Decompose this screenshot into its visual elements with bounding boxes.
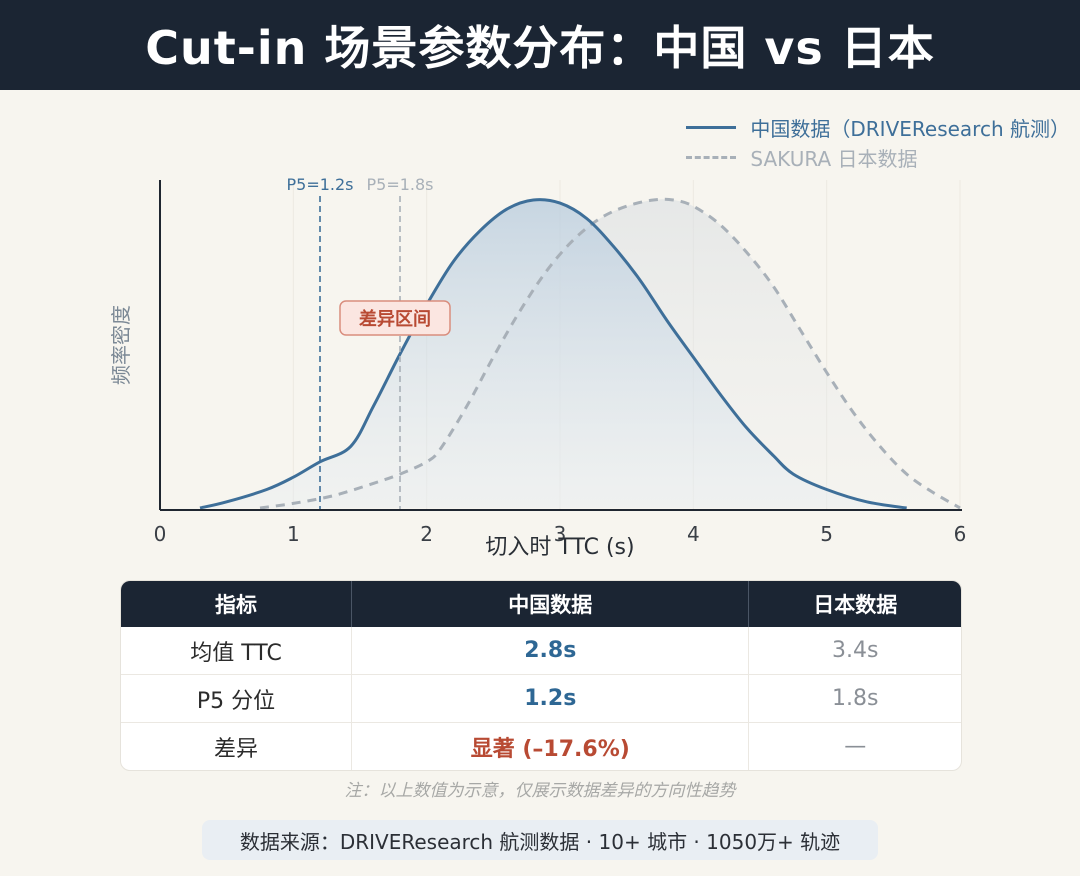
reference-line-label: P5=1.2s bbox=[286, 175, 353, 194]
table-cell-china: 显著 (–17.6%) bbox=[351, 722, 750, 770]
x-tick-label: 0 bbox=[154, 522, 167, 546]
table-cell-japan: 1.8s bbox=[748, 674, 961, 723]
table-cell-china: 2.8s bbox=[351, 627, 750, 675]
legend-swatch-japan bbox=[686, 155, 737, 159]
table-cell-metric: 差异 bbox=[121, 722, 353, 770]
x-tick-labels: 0 1 2 3 4 5 6 bbox=[154, 522, 967, 546]
x-tick-label: 1 bbox=[287, 522, 300, 546]
table-header-metric: 指标 bbox=[121, 581, 353, 627]
data-source: 数据来源：DRIVEResearch 航测数据 · 10+ 城市 · 1050万… bbox=[202, 820, 878, 860]
title-bar: Cut-in 场景参数分布：中国 vs 日本 bbox=[0, 0, 1080, 90]
x-tick-label: 4 bbox=[687, 522, 700, 546]
x-tick-label: 5 bbox=[820, 522, 833, 546]
table-cell-metric: 均值 TTC bbox=[121, 627, 353, 675]
table-header-china: 中国数据 bbox=[351, 581, 750, 627]
legend-label-china: 中国数据（DRIVEResearch 航测） bbox=[750, 116, 1070, 141]
reference-lines: P5=1.2s P5=1.8s bbox=[286, 175, 434, 510]
table-row: 差异 显著 (–17.6%) — bbox=[121, 722, 961, 770]
table-cell-metric: P5 分位 bbox=[121, 674, 353, 723]
table-cell-japan: 3.4s bbox=[831, 638, 879, 663]
table-cell-china: 1.2s bbox=[351, 674, 750, 723]
legend-item-china: 中国数据（DRIVEResearch 航测） bbox=[686, 112, 1070, 142]
y-axis-label: 频率密度 bbox=[109, 305, 133, 385]
legend-item-japan: SAKURA 日本数据 bbox=[686, 142, 1070, 172]
legend: 中国数据（DRIVEResearch 航测） SAKURA 日本数据 bbox=[686, 112, 1070, 172]
japan-series-line bbox=[259, 197, 961, 510]
x-tick-label: 3 bbox=[554, 522, 567, 546]
legend-swatch-china bbox=[686, 125, 737, 129]
difference-annotation-label: 差异区间 bbox=[359, 308, 431, 330]
page-title: Cut-in 场景参数分布：中国 vs 日本 bbox=[145, 21, 935, 75]
reference-line-label: P5=1.8s bbox=[366, 175, 433, 194]
comparison-table: 指标 中国数据 日本数据 均值 TTC 2.8s 3.4s P5 分位 1.2s… bbox=[120, 580, 962, 771]
table-row: 均值 TTC 2.8s 3.4s bbox=[121, 627, 961, 675]
china-area bbox=[200, 199, 907, 509]
difference-annotation: 差异区间 bbox=[339, 300, 451, 336]
footnote: 注：以上数值为示意，仅展示数据差异的方向性趋势 bbox=[344, 781, 736, 801]
china-series-line bbox=[199, 198, 907, 510]
table-cell-japan: — bbox=[748, 722, 961, 770]
table-header-japan: 日本数据 bbox=[748, 581, 961, 627]
x-axis-label: 切入时 TTC (s) bbox=[485, 535, 634, 560]
table-row: P5 分位 1.2s 1.8s bbox=[121, 674, 961, 723]
x-tick-label: 2 bbox=[420, 522, 433, 546]
legend-label-japan: SAKURA 日本数据 bbox=[750, 146, 918, 171]
table-header-row: 指标 中国数据 日本数据 bbox=[121, 581, 961, 627]
x-tick-label: 6 bbox=[954, 522, 967, 546]
